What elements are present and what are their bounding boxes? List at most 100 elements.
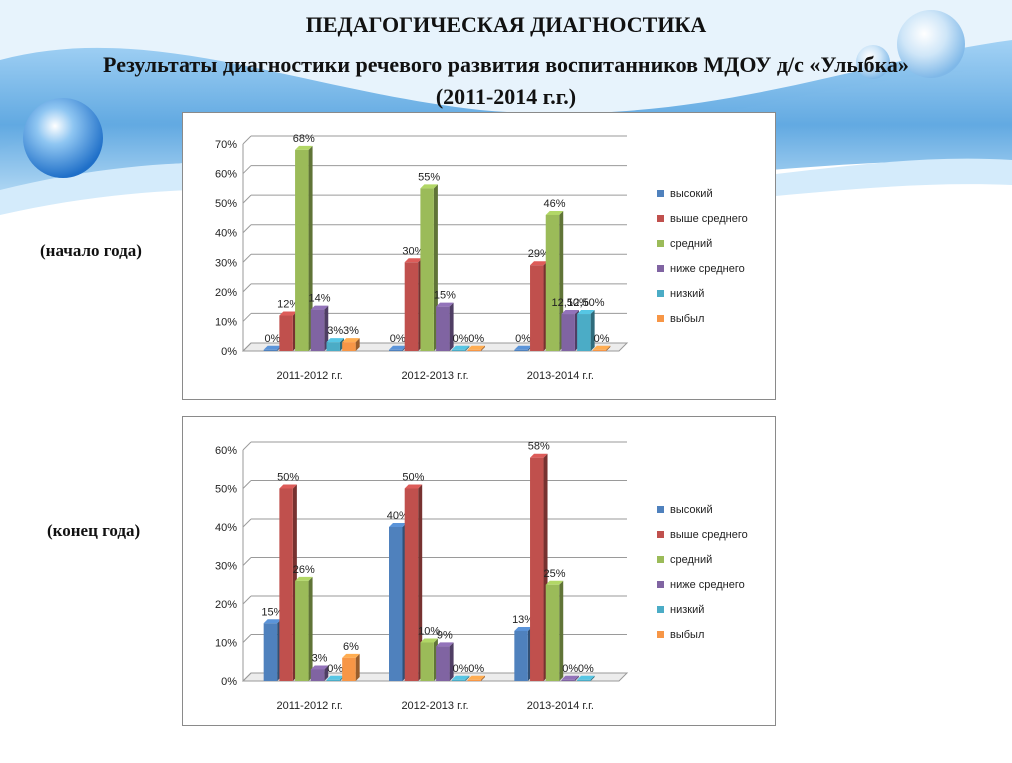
c2-data-label-2-0: 26% [293,564,315,576]
c2-legend-label-2: средний [670,554,712,566]
c2-legend-label-4: низкий [670,604,704,616]
c2-legend-label-5: выбыл [670,629,704,641]
c2-bar-2-0 [295,576,313,681]
c1-data-label-0-0: 0% [264,333,280,345]
c1-data-label-3-0: 14% [309,293,331,305]
c1-data-label-4-0: 3% [327,325,343,337]
c1-ytick-7: 70% [215,139,237,151]
c2-ytick-1: 10% [215,638,237,650]
c2-bar-5-0 [342,653,360,681]
c2-xtick-0: 2011-2012 г.г. [277,700,343,712]
c1-bar-5-2 [592,345,611,351]
c2-legend-label-3: ниже среднего [670,579,745,591]
c2-data-label-4-1: 0% [453,663,469,675]
c2-grid-diag-2 [242,595,252,605]
c1-bar-4-1 [451,345,470,351]
c2-legend-swatch-0 [657,506,664,513]
c1-data-label-4-1: 0% [453,333,469,345]
slide-title: ПЕДАГОГИЧЕСКАЯ ДИАГНОСТИКА [305,12,707,37]
c2-data-label-3-2: 0% [562,663,578,675]
c1-bar-3-2 [561,310,579,351]
decorative-orb-left [23,98,103,178]
c1-ytick-2: 20% [215,287,237,299]
c2-ytick-4: 40% [215,522,237,534]
c1-bar-4-2 [577,310,595,351]
c2-bar-3-1 [436,642,454,681]
c1-grid-diag-2 [242,283,252,293]
c2-bar-1-0 [279,484,297,681]
c2-data-label-5-0: 6% [343,641,359,653]
c2-ytick-5: 50% [215,484,237,496]
c2-bar-2-1 [420,638,438,681]
c2-xtick-1: 2012-2013 г.г. [401,700,468,712]
c2-bar-4-2 [577,675,595,681]
c1-legend-label-1: выше среднего [670,213,748,225]
c1-data-label-1-1: 30% [402,245,424,257]
c1-bar-1-2 [530,261,548,351]
c2-data-label-5-1: 0% [468,663,484,675]
c1-bar-2-0 [295,145,313,351]
c1-bar-2-2 [545,210,564,351]
c2-data-label-1-2: 58% [528,441,550,453]
c2-legend-swatch-5 [657,631,664,638]
c2-grid-diag-1 [242,634,252,643]
c2-data-label-0-2: 13% [512,614,534,626]
c1-legend-swatch-3 [657,265,664,272]
c1-bar-2-1 [420,184,438,351]
c2-grid-diag-3 [242,557,252,566]
c1-bar-4-0 [326,338,344,351]
chart-end-of-year: 0% 10% 20% 30% 40% 50% 60% 15% 40% 13% 50% 50% 58% 26… [182,416,776,726]
c1-grid-diag-0 [242,342,252,352]
c1-data-label-4-2: 12,50% [567,297,605,309]
c2-bar-1-1 [404,484,423,681]
c2-grid-diag-4 [242,518,252,528]
c1-legend-label-4: низкий [670,288,704,300]
c2-bar-2-2 [545,580,564,681]
c1-data-label-0-1: 0% [390,333,406,345]
c1-grid-diag-3 [242,253,252,263]
c1-ytick-1: 10% [215,316,237,328]
c1-data-label-3-2: 12,50% [552,297,590,309]
period-label-start: (начало года) [40,241,142,260]
c1-bar-3-1 [436,302,454,351]
c2-legend-label-1: выше среднего [670,529,748,541]
c1-legend-label-2: средний [670,238,712,250]
c2-bar-5-1 [467,675,485,681]
c2-legend-swatch-3 [657,581,664,588]
c1-ytick-0: 0% [221,346,237,358]
c2-data-label-1-0: 50% [277,472,299,484]
c1-xtick-1: 2012-2013 г.г. [401,370,468,382]
c1-data-label-2-2: 46% [543,198,565,210]
decorative-orb-small [856,45,890,79]
c1-legend-label-3: ниже среднего [670,263,745,275]
c1-bar-1-0 [279,311,297,351]
c1-xtick-2: 2013-2014 г.г. [527,370,594,382]
c2-xtick-2: 2013-2014 г.г. [527,700,594,712]
slide-subtitle-line1: Результаты диагностики речевого развития… [103,52,909,77]
chart-start-svg: 0%10%20%30%40%50%60%70%0% 0% 0%12%30% 29%68… [215,133,748,382]
c2-data-label-0-0: 15% [261,606,283,618]
c2-legend-swatch-1 [657,531,664,538]
c2-data-label-3-0: 3% [312,652,328,664]
c2-data-label-2-2: 25% [543,568,565,580]
c2-data-label-1-1: 50% [402,472,424,484]
c2-legend-swatch-4 [657,606,664,613]
c1-ytick-6: 60% [215,169,237,181]
c1-grid-diag-5 [242,194,252,204]
c1-data-label-2-1: 55% [418,171,440,183]
c1-legend-swatch-2 [657,240,664,247]
chart-start-of-year: 0% 10% 20% 30% 40% 50% 60% 70% 0% 0% 0% 12% 30% 29% 68… [182,112,776,400]
c1-bar-5-1 [467,345,485,351]
slide-subtitle-line2: (2011-2014 г.г.) [435,84,577,109]
c1-data-label-5-2: 0% [594,333,610,345]
c1-data-label-1-2: 29% [528,248,550,260]
c2-legend-label-0: высокий [670,504,713,516]
c2-ytick-3: 30% [215,561,237,573]
c2-bar-4-1 [451,675,470,681]
c2-data-label-4-2: 0% [578,663,594,675]
c1-legend-swatch-1 [657,215,664,222]
c1-xtick-0: 2011-2012 г.г. [277,370,343,382]
c1-grid-diag-4 [242,224,252,234]
c2-grid-diag-5 [242,480,252,489]
c2-data-label-4-0: 0% [327,663,343,675]
